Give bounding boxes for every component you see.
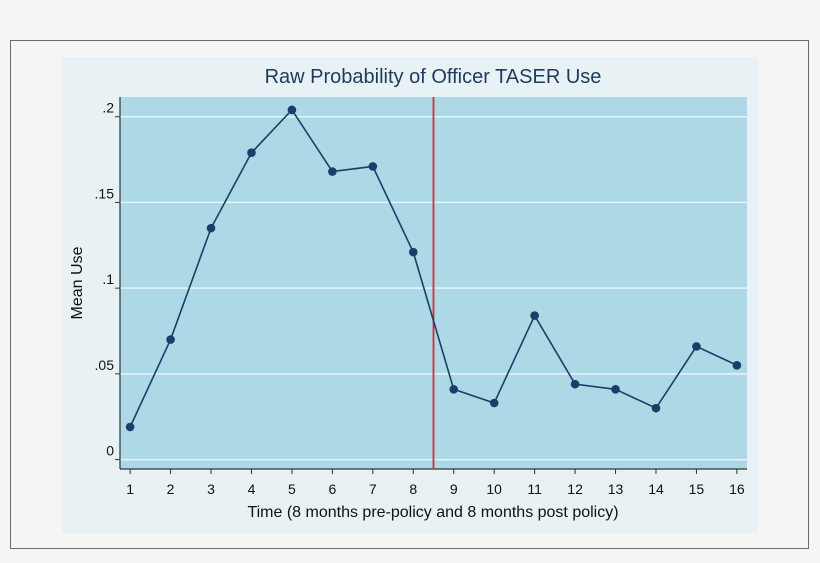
- data-point: [166, 335, 175, 344]
- x-tick-label: 10: [486, 481, 502, 497]
- x-tick-label: 13: [608, 481, 624, 497]
- data-point: [287, 105, 297, 115]
- y-tick-label: .2: [102, 100, 114, 116]
- x-tick-label: 12: [567, 481, 583, 497]
- data-point: [651, 403, 661, 413]
- x-tick-label: 11: [527, 481, 542, 497]
- data-point: [328, 167, 337, 176]
- y-tick-label: .05: [95, 357, 115, 373]
- data-point: [408, 247, 418, 257]
- data-point: [449, 384, 459, 394]
- x-tick-label: 3: [207, 481, 215, 497]
- data-point: [206, 223, 216, 233]
- x-axis-label: Time (8 months pre-policy and 8 months p…: [247, 504, 618, 521]
- x-tick-label: 7: [369, 481, 377, 497]
- x-tick-label: 15: [689, 481, 705, 497]
- y-tick-label: .1: [102, 271, 114, 287]
- data-point: [692, 342, 701, 351]
- data-point: [368, 162, 378, 171]
- data-point: [530, 311, 539, 320]
- data-point: [489, 398, 499, 408]
- data-point: [125, 422, 135, 432]
- data-point: [732, 360, 742, 370]
- x-tick-label: 8: [409, 481, 417, 497]
- x-tick-label: 6: [328, 481, 336, 497]
- x-tick-label: 2: [167, 481, 175, 497]
- x-tick-label: 9: [450, 481, 458, 497]
- data-point: [247, 148, 256, 158]
- x-tick-label: 5: [288, 481, 296, 497]
- series-line: [129, 108, 738, 428]
- x-tick-label: 4: [248, 481, 256, 497]
- x-tick-label: 1: [126, 481, 134, 497]
- y-tick-label: 0: [106, 443, 114, 459]
- y-tick-label: .15: [95, 185, 115, 201]
- x-tick-label: 16: [729, 481, 745, 497]
- y-axis-label: Mean Use: [69, 246, 86, 319]
- x-tick-label: 14: [648, 481, 664, 497]
- data-point: [611, 384, 620, 394]
- chart-title: Raw Probability of Officer TASER Use: [265, 66, 602, 88]
- data-point: [570, 379, 580, 389]
